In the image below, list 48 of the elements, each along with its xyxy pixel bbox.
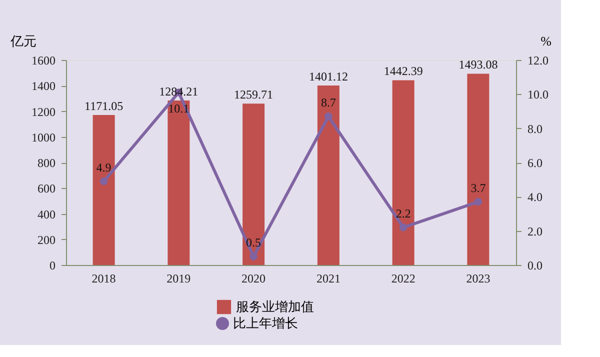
legend-label: 比上年增长	[233, 316, 298, 330]
y2-tick-label: 10.0	[528, 88, 548, 102]
y-tick-label: 1600	[32, 54, 56, 68]
y-tick-label: 1400	[32, 79, 56, 94]
legend-label: 服务业增加值	[236, 299, 314, 314]
y-tick-label: 400	[38, 207, 56, 222]
x-tick-label: 2022	[391, 272, 416, 286]
x-tick-label: 2019	[166, 272, 191, 286]
bar	[242, 104, 265, 265]
y-axis-title: 亿元	[10, 34, 36, 48]
y-tick-label: 1000	[32, 130, 56, 144]
point	[474, 198, 482, 206]
bar	[317, 85, 340, 265]
data-label: 1442.39	[384, 64, 423, 78]
bar	[168, 100, 190, 265]
data-label: 1259.71	[234, 88, 274, 102]
y-tick-label: 600	[38, 182, 56, 196]
data-label: 4.9	[96, 160, 112, 174]
y2-tick-label: 8.0	[528, 122, 542, 136]
data-label: 1401.12	[308, 69, 348, 84]
point	[250, 252, 258, 260]
point	[399, 224, 408, 232]
data-label: 0.5	[246, 235, 262, 250]
x-tick-label: 2020	[242, 272, 266, 286]
data-label: 8.7	[320, 95, 336, 110]
data-label: 1171.05	[84, 98, 124, 113]
y2-tick-label: 4.0	[528, 190, 542, 204]
y2-tick-label: 12.0	[528, 54, 548, 68]
x-tick-label: 2021	[316, 272, 340, 286]
bar	[467, 74, 490, 265]
y-tick-label: 1200	[32, 104, 56, 119]
data-label: 2.2	[396, 206, 411, 220]
x-tick-label: 2018	[92, 272, 116, 286]
y2-axis-title: %	[540, 34, 552, 48]
bar	[392, 80, 414, 265]
y2-tick-label: 0.0	[528, 258, 542, 272]
y2-tick-label: 2.0	[528, 224, 542, 238]
x-tick-label: 2023	[466, 272, 490, 286]
point	[324, 112, 332, 120]
data-label: 10.1	[168, 101, 190, 116]
y-tick-label: 0	[50, 258, 56, 272]
y2-tick-label: 6.0	[528, 156, 542, 170]
data-label: 3.7	[470, 180, 486, 195]
bar	[92, 114, 115, 265]
y-tick-label: 200	[38, 232, 56, 247]
y-tick-label: 800	[38, 156, 56, 170]
point	[100, 177, 108, 186]
data-label: 1493.08	[458, 58, 498, 72]
